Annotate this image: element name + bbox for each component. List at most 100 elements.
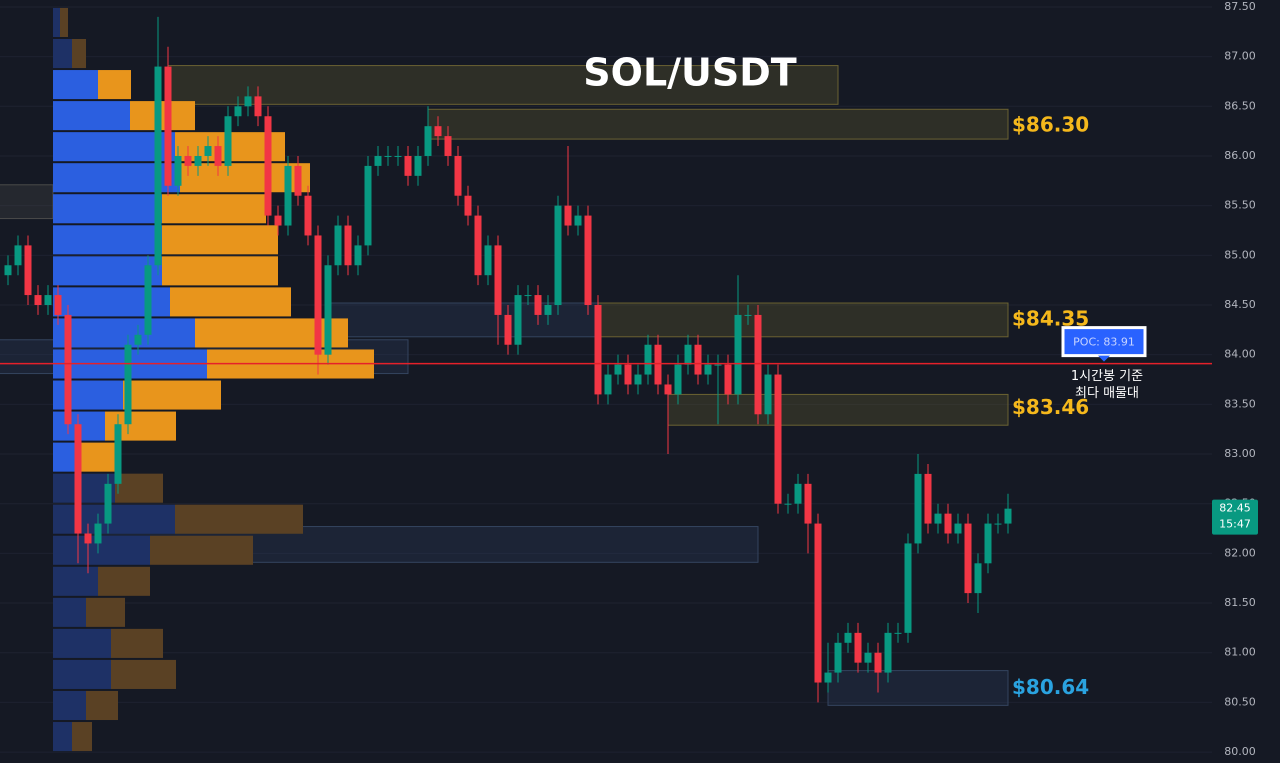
profile-sell xyxy=(195,318,348,348)
zone-box xyxy=(0,184,54,220)
level-label: $83.46 xyxy=(1012,395,1089,419)
y-tick-label: 84.00 xyxy=(1224,348,1256,361)
candle-body xyxy=(604,374,612,395)
level-label: $86.30 xyxy=(1012,113,1089,137)
candle-body xyxy=(274,215,282,226)
profile-buy xyxy=(53,256,162,286)
candle-body xyxy=(314,235,322,355)
candle-body xyxy=(44,295,52,306)
candle-body xyxy=(914,473,922,544)
y-tick-label: 81.00 xyxy=(1224,646,1256,659)
candle-body xyxy=(714,364,722,366)
y-tick-label: 86.00 xyxy=(1224,149,1256,162)
candle-body xyxy=(594,305,602,395)
candle-body xyxy=(364,165,372,246)
profile-buy xyxy=(53,659,111,689)
candle-body xyxy=(1004,508,1012,524)
candle-body xyxy=(774,374,782,504)
profile-buy xyxy=(53,101,130,131)
candle-body xyxy=(444,136,452,156)
level-label: $84.35 xyxy=(1012,306,1089,330)
profile-buy xyxy=(53,597,86,627)
profile-sell xyxy=(80,442,118,472)
candle-body xyxy=(484,245,492,276)
candle-body xyxy=(324,265,332,355)
profile-sell xyxy=(72,722,92,752)
candle-body xyxy=(334,225,342,266)
y-tick-label: 85.00 xyxy=(1224,248,1256,261)
candle-body xyxy=(174,155,182,186)
y-tick-label: 87.00 xyxy=(1224,50,1256,63)
zone-box xyxy=(597,302,1009,338)
candle-body xyxy=(354,245,362,266)
candle-body xyxy=(464,195,472,216)
candle-body xyxy=(974,563,982,594)
candle-body xyxy=(644,344,652,375)
candle-body xyxy=(294,165,302,196)
profile-sell xyxy=(86,690,118,721)
candle-body xyxy=(824,672,832,683)
candle-body xyxy=(864,652,872,663)
candle-body xyxy=(494,245,502,315)
profile-sell xyxy=(72,39,86,69)
candle-body xyxy=(344,225,352,266)
candle-body xyxy=(284,165,292,226)
chart-title: SOL/USDT xyxy=(583,51,797,95)
profile-sell xyxy=(162,194,266,224)
level-label: $80.64 xyxy=(1012,675,1089,699)
candle-body xyxy=(194,155,202,166)
profile-sell xyxy=(98,70,131,100)
zone-box xyxy=(427,108,1009,140)
profile-buy xyxy=(53,722,72,752)
y-tick-label: 87.50 xyxy=(1224,0,1256,13)
candle-body xyxy=(424,126,432,156)
candle-body xyxy=(454,155,462,196)
candle-body xyxy=(944,513,952,534)
candle-body xyxy=(984,523,992,564)
candle-body xyxy=(724,364,732,395)
candle-body xyxy=(794,483,802,504)
y-tick-label: 82.00 xyxy=(1224,546,1256,559)
candle-body xyxy=(614,364,622,375)
candle-body xyxy=(14,245,22,266)
candle-body xyxy=(634,374,642,385)
profile-sell xyxy=(115,473,163,503)
profile-sell xyxy=(162,256,278,286)
profile-buy xyxy=(53,380,123,410)
candle-body xyxy=(24,245,32,296)
candle-body xyxy=(964,523,972,594)
profile-sell xyxy=(86,597,125,627)
profile-sell xyxy=(60,7,68,38)
profile-sell xyxy=(123,380,221,410)
candle-body xyxy=(214,146,222,166)
candle-body xyxy=(834,642,842,673)
candle-body xyxy=(624,364,632,385)
candle-body xyxy=(734,314,742,395)
candle-body xyxy=(544,305,552,315)
poc-note: 1시간봉 기준 xyxy=(1071,369,1143,384)
candle-body xyxy=(654,344,662,385)
candle-body xyxy=(994,523,1002,525)
candle-body xyxy=(94,523,102,544)
zone-box xyxy=(167,65,839,105)
candle-body xyxy=(434,126,442,137)
poc-label: POC: 83.91 xyxy=(1073,336,1135,349)
candle-body xyxy=(504,314,512,345)
poc-pointer xyxy=(1098,355,1110,362)
y-tick-label: 83.50 xyxy=(1224,397,1256,410)
candle-body xyxy=(584,215,592,306)
candle-body xyxy=(64,314,72,425)
candle-body xyxy=(164,66,172,186)
candle-body xyxy=(234,106,242,117)
candle-body xyxy=(474,215,482,276)
profile-sell xyxy=(111,659,176,689)
candle-body xyxy=(134,334,142,345)
profile-buy xyxy=(53,504,175,534)
profile-buy xyxy=(53,225,162,255)
candle-body xyxy=(574,215,582,226)
candle-body xyxy=(384,155,392,157)
candle-body xyxy=(814,523,822,683)
candle-body xyxy=(934,513,942,524)
candle-body xyxy=(124,344,132,425)
profile-buy xyxy=(53,287,170,317)
